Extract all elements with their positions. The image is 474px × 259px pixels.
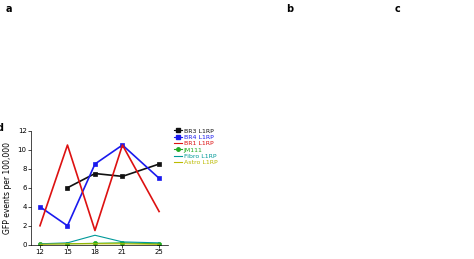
Text: d: d <box>0 123 3 133</box>
Y-axis label: GFP events per 100,000: GFP events per 100,000 <box>3 142 12 234</box>
Legend: BR3 L1RP, BR4 L1RP, BR1 L1RP, JM111, Fibro L1RP, Astro L1RP: BR3 L1RP, BR4 L1RP, BR1 L1RP, JM111, Fib… <box>174 128 217 165</box>
Text: g: g <box>384 133 391 143</box>
Text: b: b <box>286 4 293 14</box>
Text: c: c <box>395 4 401 14</box>
Text: e: e <box>179 133 186 143</box>
Text: f: f <box>255 133 259 143</box>
Text: a: a <box>6 4 12 14</box>
